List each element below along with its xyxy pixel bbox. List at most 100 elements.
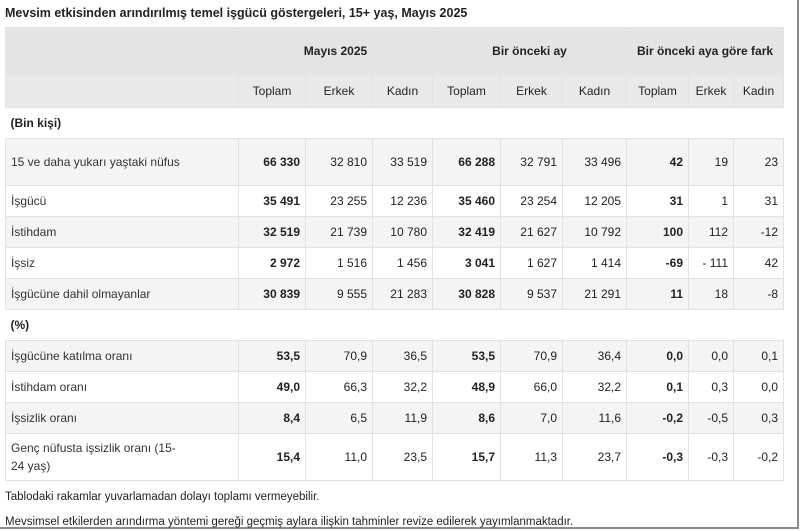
- row-label-cell: İşgücü: [5, 185, 239, 217]
- cell-value: 23: [733, 138, 785, 186]
- cell-value: 9 555: [305, 278, 373, 310]
- cell-value: 1 516: [305, 247, 373, 279]
- column-header: Toplam: [238, 74, 306, 108]
- section-row: (%): [5, 309, 784, 341]
- cell-value: 100: [626, 216, 690, 248]
- cell-value: 7,0: [500, 402, 563, 434]
- table-row: 15 ve daha yukarı yaştaki nüfus 66 330 32 …: [5, 138, 785, 186]
- cell-value: 35 460: [432, 185, 501, 217]
- header-blank: [5, 74, 239, 108]
- cell-value: 11,3: [500, 433, 563, 481]
- section-label: (%): [5, 309, 784, 341]
- cell-value: -0,5: [688, 402, 735, 434]
- header-blank: [5, 27, 239, 75]
- cell-value: 1 627: [500, 247, 563, 279]
- cell-value: 2 972: [238, 247, 306, 279]
- cell-value: 48,9: [432, 371, 501, 403]
- cell-value: 8,4: [238, 402, 306, 434]
- cell-value: 36,4: [561, 340, 628, 372]
- cell-value: 31: [733, 185, 785, 217]
- cell-value: -12: [733, 216, 785, 248]
- cell-value: 12 205: [561, 185, 628, 217]
- cell-value: 1 456: [372, 247, 433, 279]
- group-header: Bir önceki ay: [431, 27, 628, 75]
- cell-value: 36,5: [372, 340, 433, 372]
- cell-value: 21 291: [561, 278, 628, 310]
- cell-value: 53,5: [432, 340, 501, 372]
- cell-value: 10 792: [561, 216, 628, 248]
- cell-value: 1: [688, 185, 735, 217]
- table-row: İstihdam oranı 49,0 66,3 32,2 48,9 66,0 32,2 0,…: [5, 371, 785, 403]
- row-label: Genç nüfusta işsizlik oranı (15-24 yaş): [11, 441, 176, 473]
- row-label: İstihdam oranı: [11, 380, 88, 394]
- cell-value: -0,2: [733, 433, 785, 481]
- cell-value: 11: [626, 278, 690, 310]
- table-row: İstihdam 32 519 21 739 10 780 32 419 21 627 10…: [5, 216, 785, 248]
- cell-value: 21 739: [305, 216, 373, 248]
- cell-value: 19: [688, 138, 735, 186]
- cell-value: 23,7: [561, 433, 628, 481]
- row-label-cell: İşsiz: [5, 247, 239, 279]
- row-label-cell: İstihdam: [5, 216, 239, 248]
- cell-value: 66,0: [500, 371, 563, 403]
- cell-value: 0,0: [688, 340, 735, 372]
- table-row: İşgücüne katılma oranı 53,5 70,9 36,5 53,5 70…: [5, 340, 785, 372]
- column-header: Erkek: [500, 74, 563, 108]
- column-header: Toplam: [626, 74, 690, 108]
- row-label: İşgücüne dahil olmayanlar: [11, 287, 151, 301]
- row-label: İşsiz: [11, 256, 35, 270]
- row-label-cell: Genç nüfusta işsizlik oranı (15-24 yaş): [5, 433, 239, 481]
- cell-value: 21 283: [372, 278, 433, 310]
- cell-value: 53,5: [238, 340, 306, 372]
- cell-value: 32 791: [500, 138, 563, 186]
- row-label: İstihdam: [11, 225, 57, 239]
- cell-value: -0,2: [626, 402, 690, 434]
- cell-value: 23,5: [372, 433, 433, 481]
- cell-value: 15,4: [238, 433, 306, 481]
- cell-value: 66,3: [305, 371, 373, 403]
- row-label-cell: İşgücüne dahil olmayanlar: [5, 278, 239, 310]
- row-label-cell: 15 ve daha yukarı yaştaki nüfus: [5, 138, 239, 186]
- cell-value: 9 537: [500, 278, 563, 310]
- column-header: Erkek: [305, 74, 373, 108]
- cell-value: 31: [626, 185, 690, 217]
- group-header: Bir önceki aya göre fark: [626, 27, 785, 75]
- cell-value: 70,9: [500, 340, 563, 372]
- section-row: (Bin kişi): [5, 107, 784, 139]
- cell-value: 18: [688, 278, 735, 310]
- column-header: Erkek: [688, 74, 735, 108]
- column-header: Kadın: [372, 74, 433, 108]
- cell-value: 0,1: [626, 371, 690, 403]
- cell-value: 33 519: [372, 138, 433, 186]
- content: Mayıs 2025 Bir önceki ay Bir önceki aya …: [5, 27, 785, 529]
- column-header: Kadın: [561, 74, 628, 108]
- cell-value: -0,3: [626, 433, 690, 481]
- cell-value: 11,0: [305, 433, 373, 481]
- cell-value: 0,3: [733, 402, 785, 434]
- cell-value: 32,2: [561, 371, 628, 403]
- cell-value: 35 491: [238, 185, 306, 217]
- cell-value: 42: [626, 138, 690, 186]
- row-label-cell: İstihdam oranı: [5, 371, 239, 403]
- cell-value: 11,6: [561, 402, 628, 434]
- cell-value: 11,9: [372, 402, 433, 434]
- cell-value: 3 041: [432, 247, 501, 279]
- row-label-cell: İşgücüne katılma oranı: [5, 340, 239, 372]
- cell-value: 23 254: [500, 185, 563, 217]
- table-row: İşsizlik oranı 8,4 6,5 11,9 8,6 7,0 11,6 -0,2 -0…: [5, 402, 785, 434]
- cell-value: 12 236: [372, 185, 433, 217]
- table-row: Genç nüfusta işsizlik oranı (15-24 yaş) 1…: [5, 433, 785, 481]
- cell-value: 32,2: [372, 371, 433, 403]
- cell-value: 32 419: [432, 216, 501, 248]
- note-revision: Mevsimsel etkilerden arındırma yöntemi g…: [5, 516, 574, 528]
- table-row: İşgücü 35 491 23 255 12 236 35 460 23 254 12 2…: [5, 185, 785, 217]
- labour-indicators-table: Mayıs 2025 Bir önceki ay Bir önceki aya …: [5, 27, 785, 481]
- cell-value: - 111: [688, 247, 735, 279]
- cell-value: 21 627: [500, 216, 563, 248]
- cell-value: -69: [626, 247, 690, 279]
- cell-value: 32 519: [238, 216, 306, 248]
- note-rounding: Tablodaki rakamlar yuvarlamadan dolayı t…: [5, 491, 320, 503]
- cell-value: 0,0: [733, 371, 785, 403]
- cell-value: 42: [733, 247, 785, 279]
- cell-value: 0,3: [688, 371, 735, 403]
